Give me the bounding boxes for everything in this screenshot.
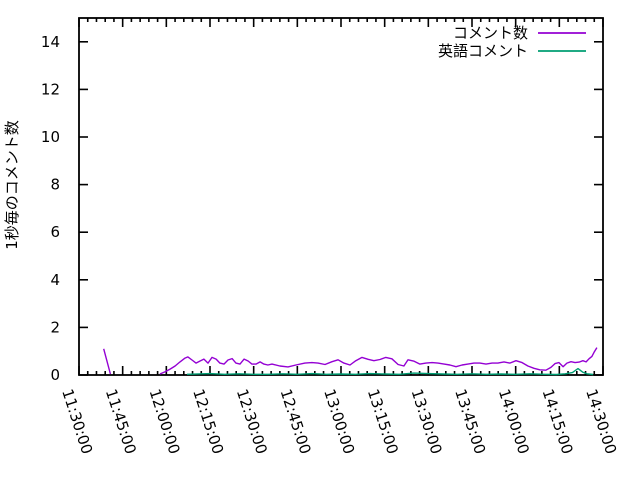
x-axis-ticks <box>78 18 604 375</box>
x-tick-label: 11:45:00 <box>102 387 140 457</box>
x-tick-label: 14:00:00 <box>495 387 533 457</box>
series-polyline-1 <box>186 367 594 376</box>
y-axis-ticks <box>79 40 603 376</box>
x-tick-label: 13:45:00 <box>451 387 489 457</box>
legend-label-comment-count: コメント数 <box>453 24 528 42</box>
x-tick-label: 14:30:00 <box>582 387 620 457</box>
y-tick-label: 12 <box>41 80 60 98</box>
x-tick-label: 12:45:00 <box>277 387 315 457</box>
x-tick-label: 11:30:00 <box>58 387 96 457</box>
y-tick-label: 0 <box>50 366 60 384</box>
legend: コメント数 英語コメント <box>438 24 586 60</box>
x-tick-label: 13:15:00 <box>364 387 402 457</box>
legend-label-english-comments: 英語コメント <box>438 42 528 60</box>
x-tick-label: 12:00:00 <box>146 387 184 457</box>
y-tick-label: 4 <box>50 271 60 289</box>
x-tick-label: 14:15:00 <box>539 387 577 457</box>
x-tick-label: 12:30:00 <box>233 387 271 457</box>
x-tick-label: 12:15:00 <box>189 387 227 457</box>
x-axis-tick-labels: 11:30:00 11:45:00 12:00:00 12:15:00 12:30:00… <box>58 387 620 457</box>
series-polyline-0 <box>159 347 598 375</box>
y-tick-label: 14 <box>41 33 60 51</box>
data-series <box>103 347 598 376</box>
y-tick-label: 10 <box>41 128 60 146</box>
y-tick-label: 8 <box>50 176 60 194</box>
series-polyline-0 <box>103 348 112 375</box>
y-axis-tick-labels: 0 2 4 6 8 10 12 14 <box>41 33 60 384</box>
x-tick-label: 13:30:00 <box>408 387 446 457</box>
y-axis-title: 1秒毎のコメント数 <box>3 120 21 250</box>
y-tick-label: 2 <box>50 318 60 336</box>
x-tick-label: 13:00:00 <box>320 387 358 457</box>
plot-border <box>78 17 604 376</box>
y-tick-label: 6 <box>50 223 60 241</box>
